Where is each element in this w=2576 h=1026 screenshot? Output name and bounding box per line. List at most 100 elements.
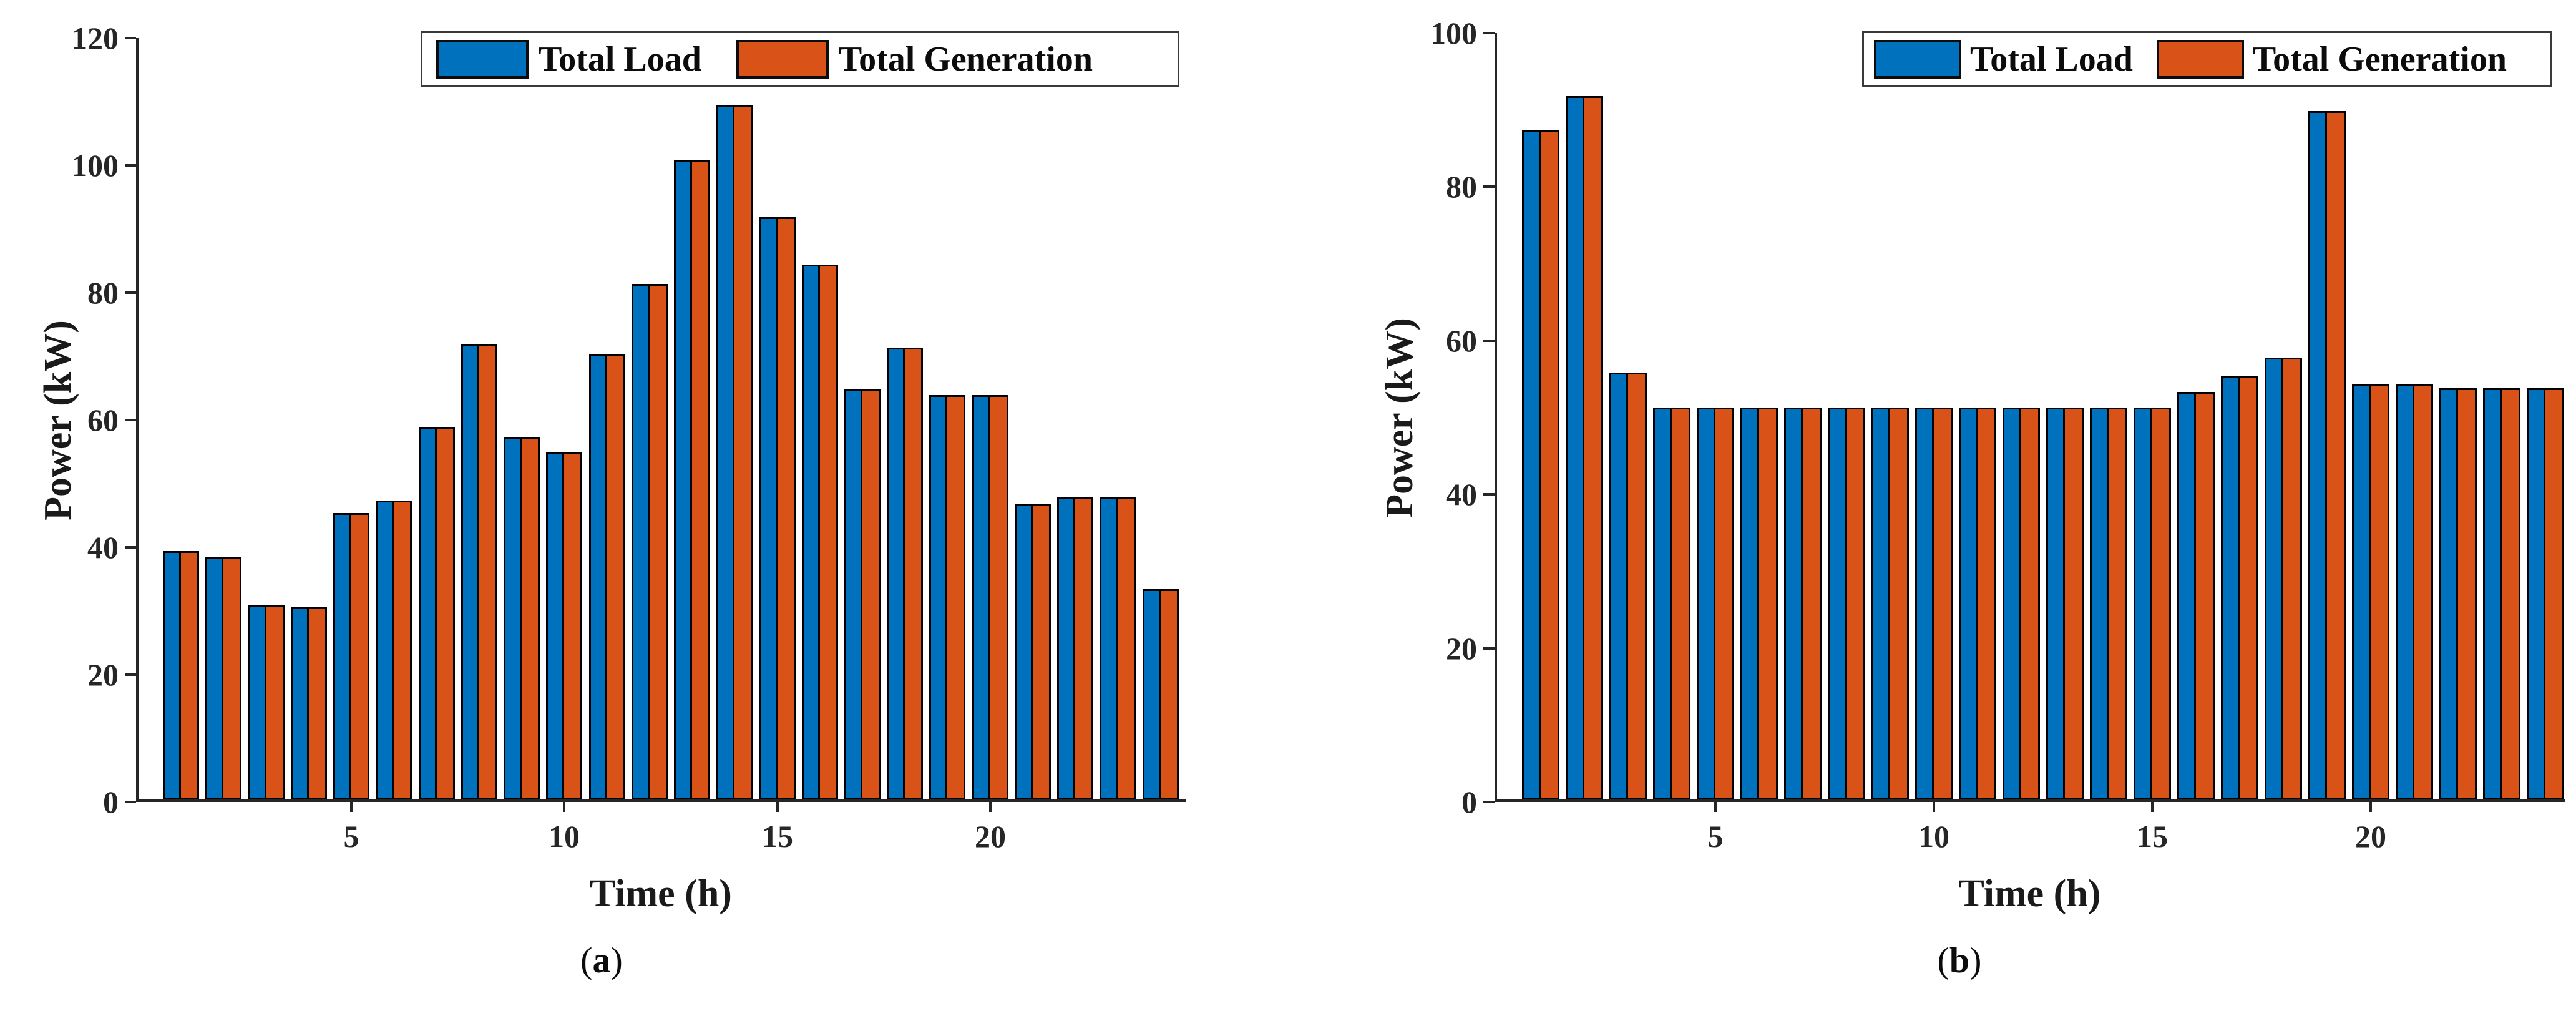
y-tick-label: 20 <box>87 657 119 692</box>
x-tick-mark <box>776 802 779 812</box>
bar-generation-h18 <box>2281 358 2302 799</box>
y-tick-label: 80 <box>1446 169 1477 204</box>
bar-load-h14 <box>2090 408 2109 799</box>
bar-generation-h3 <box>265 605 285 799</box>
x-tick-mark <box>1714 802 1717 812</box>
bar-load-h24 <box>1143 589 1161 799</box>
bar-generation-h19 <box>2325 111 2346 799</box>
y-tick-label: 60 <box>1446 323 1477 358</box>
bar-load-h13 <box>674 160 692 799</box>
bar-generation-h9 <box>520 437 540 799</box>
bar-load-h21 <box>1015 504 1033 799</box>
bar-generation-h11 <box>605 354 625 799</box>
y-tick-mark <box>1483 647 1495 650</box>
x-tick-mark <box>2151 802 2154 812</box>
bar-generation-h9 <box>1888 408 1909 799</box>
legend-swatch-total-load <box>436 40 529 79</box>
bar-generation-h21 <box>1031 504 1051 799</box>
bar-generation-h4 <box>1670 408 1690 799</box>
bar-load-h7 <box>419 427 437 799</box>
x-axis-label-b: Time (h) <box>1958 872 2101 915</box>
bar-load-h8 <box>1828 408 1847 799</box>
bar-load-h18 <box>887 348 905 799</box>
bar-generation-h13 <box>2063 408 2084 799</box>
subfigure-caption-a: (a) <box>508 941 695 980</box>
y-tick-label: 120 <box>72 21 119 56</box>
legend-label-total-generation: Total Generation <box>838 40 1093 79</box>
bar-generation-h17 <box>861 389 881 799</box>
bar-load-h10 <box>546 452 564 799</box>
bar-generation-h2 <box>222 557 242 799</box>
y-tick-label: 40 <box>87 530 119 565</box>
y-tick-label: 40 <box>1446 477 1477 512</box>
bar-load-h5 <box>333 513 351 799</box>
legend-swatch-total-generation <box>736 40 829 79</box>
bar-load-h1 <box>163 551 181 799</box>
bar-load-h6 <box>1740 408 1759 799</box>
x-tick-label: 5 <box>1707 819 1724 854</box>
caption-paren: ( <box>1937 940 1949 980</box>
plot-area-b: 0 20 40 60 80 100 5 10 15 20 <box>1430 17 2565 852</box>
bar-load-h19 <box>929 395 947 799</box>
bar-load-h17 <box>844 389 862 799</box>
y-tick-mark <box>1483 340 1495 342</box>
x-tick-mark <box>350 802 353 812</box>
bar-load-h3 <box>1609 373 1628 799</box>
bar-generation-h12 <box>2019 408 2040 799</box>
bar-load-h23 <box>2483 388 2502 799</box>
bar-load-h6 <box>376 501 394 799</box>
y-axis-label-a: Power (kW) <box>36 320 79 520</box>
bar-load-h13 <box>2046 408 2065 799</box>
bar-load-h8 <box>461 344 479 799</box>
legend-swatch-total-generation <box>2156 40 2244 79</box>
bar-load-h2 <box>205 557 223 799</box>
bar-load-h20 <box>2352 384 2371 799</box>
bar-load-h17 <box>2221 376 2240 799</box>
bar-generation-h2 <box>1583 96 1603 799</box>
caption-letter: a <box>592 940 611 980</box>
bar-load-h14 <box>716 105 734 799</box>
y-tick-mark <box>1483 32 1495 34</box>
bar-load-h22 <box>2439 388 2458 799</box>
bar-generation-h21 <box>2413 384 2433 799</box>
x-tick-label: 15 <box>762 819 793 854</box>
bar-generation-h1 <box>179 551 199 799</box>
bar-generation-h1 <box>1539 130 1559 799</box>
bar-generation-h14 <box>2107 408 2127 799</box>
legend-label-total-generation: Total Generation <box>2252 40 2507 79</box>
bar-generation-h14 <box>733 105 753 799</box>
y-tick-mark <box>125 546 136 549</box>
y-tick-mark <box>1483 185 1495 188</box>
x-tick-mark <box>2369 802 2372 812</box>
bar-load-h19 <box>2308 111 2327 799</box>
y-tick-mark <box>125 673 136 676</box>
y-axis-label-b: Power (kW) <box>1378 317 1421 518</box>
bar-generation-h20 <box>2369 384 2389 799</box>
bar-generation-h7 <box>435 427 455 799</box>
bar-generation-h6 <box>392 501 412 799</box>
y-axis-label-wrap-a: Power (kW) <box>17 38 99 802</box>
bar-load-h1 <box>1522 130 1541 799</box>
bar-generation-h22 <box>1073 497 1093 799</box>
bar-load-h11 <box>1959 408 1978 799</box>
bar-generation-h10 <box>562 452 582 799</box>
y-tick-label: 20 <box>1446 631 1477 666</box>
y-tick-mark <box>125 164 136 167</box>
bar-load-h12 <box>2003 408 2021 799</box>
bar-generation-h11 <box>1976 408 1996 799</box>
bar-generation-h16 <box>2194 392 2215 799</box>
x-tick-label: 10 <box>549 819 580 854</box>
y-tick-label: 80 <box>87 275 119 310</box>
bar-load-h21 <box>2396 384 2414 799</box>
y-axis-label-wrap-b: Power (kW) <box>1359 33 1440 802</box>
bar-load-h4 <box>1653 408 1672 799</box>
x-tick-label: 20 <box>2355 819 2386 854</box>
bar-generation-h10 <box>1932 408 1953 799</box>
legend-a: Total Load Total Generation <box>421 31 1179 87</box>
bar-generation-h15 <box>2150 408 2171 799</box>
subfigure-caption-b: (b) <box>1866 941 2053 980</box>
bar-generation-h18 <box>903 348 923 799</box>
bar-generation-h17 <box>2238 376 2258 799</box>
bar-load-h10 <box>1915 408 1934 799</box>
